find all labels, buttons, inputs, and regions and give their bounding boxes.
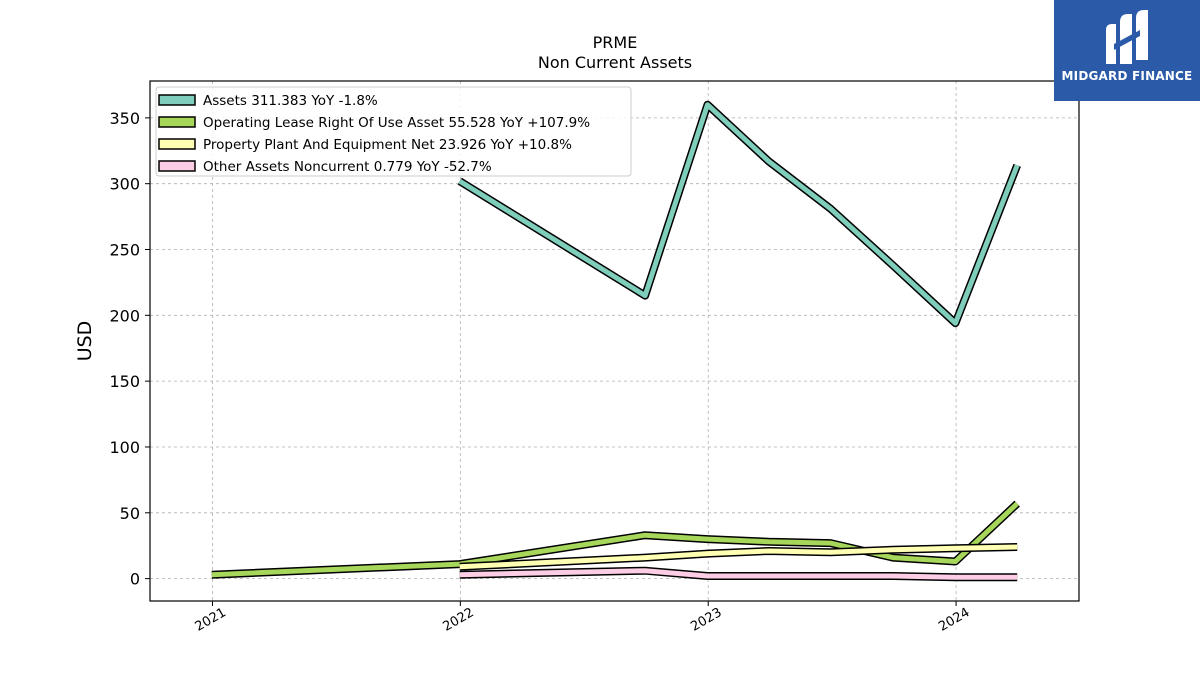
y-axis-label: USD xyxy=(74,321,96,362)
x-axis-ticks: 2021 2022 2023 2024 xyxy=(193,601,972,635)
y-tick-label: 0 xyxy=(130,570,140,589)
y-tick-label: 350 xyxy=(109,109,140,128)
series-line-property-plant-and-equipment-net xyxy=(459,544,1018,570)
legend: Assets 311.383 YoY -1.8% Operating Lease … xyxy=(155,86,632,177)
legend-entry: Assets 311.383 YoY -1.8% xyxy=(203,93,378,109)
midgard-logo-icon xyxy=(1106,10,1148,64)
chart-title: PRME xyxy=(593,33,638,52)
y-tick-label: 50 xyxy=(120,504,140,523)
series-line-operating-lease-right-of-use-asset xyxy=(211,501,1019,578)
series-line-assets xyxy=(458,102,1020,326)
x-tick-label: 2021 xyxy=(193,605,229,635)
legend-swatch xyxy=(158,160,196,172)
series-line-other-assets-noncurrent xyxy=(459,568,1018,580)
plot-area-frame xyxy=(149,80,1080,602)
chart-subtitle: Non Current Assets xyxy=(538,53,692,72)
legend-swatch xyxy=(158,116,196,128)
legend-swatch xyxy=(158,138,196,150)
y-tick-label: 200 xyxy=(109,306,140,325)
x-tick-label: 2023 xyxy=(688,605,724,635)
legend-entry: Operating Lease Right Of Use Asset 55.52… xyxy=(203,115,590,131)
legend-entry: Other Assets Noncurrent 0.779 YoY -52.7% xyxy=(203,159,492,175)
y-tick-label: 250 xyxy=(109,241,140,260)
legend-box xyxy=(155,86,632,177)
legend-swatch xyxy=(158,94,196,106)
brand-name: MIDGARD FINANCE xyxy=(1061,69,1193,83)
brand-logo: MIDGARD FINANCE xyxy=(1054,0,1200,101)
y-axis-ticks: 0 50 100 150 200 250 300 350 xyxy=(109,109,150,589)
x-tick-label: 2024 xyxy=(936,605,972,635)
legend-entry: Property Plant And Equipment Net 23.926 … xyxy=(203,137,572,153)
y-tick-label: 300 xyxy=(109,175,140,194)
y-tick-label: 100 xyxy=(109,438,140,457)
x-tick-label: 2022 xyxy=(441,605,477,635)
y-tick-label: 150 xyxy=(109,372,140,391)
series-lines xyxy=(211,100,1021,582)
